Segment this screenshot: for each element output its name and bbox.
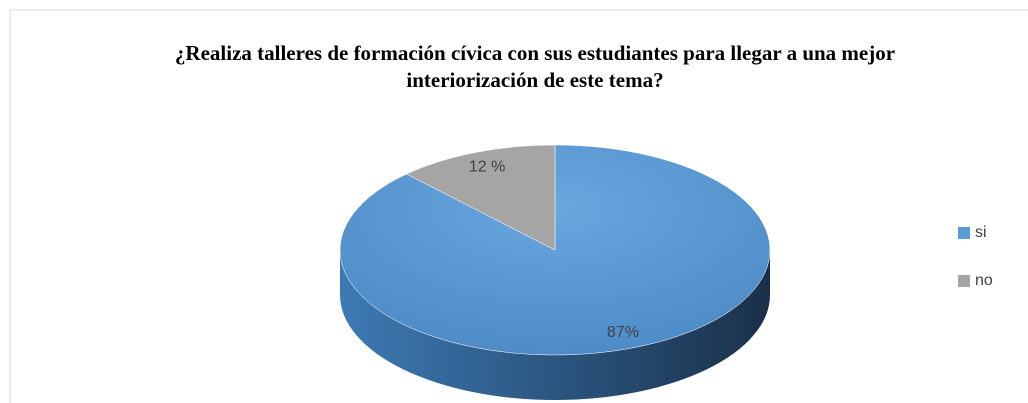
chart-border (9, 9, 1028, 403)
pie-side (340, 250, 770, 400)
legend-label: no (975, 272, 993, 289)
data-label: 87% (607, 324, 639, 341)
legend-label: si (975, 224, 987, 241)
pie-slice (406, 144, 556, 251)
chart-title: ¿Realiza talleres de formación cívica co… (174, 41, 896, 92)
data-label: 12 % (469, 158, 505, 175)
legend-swatch (958, 227, 970, 239)
legend-swatch (958, 275, 970, 287)
